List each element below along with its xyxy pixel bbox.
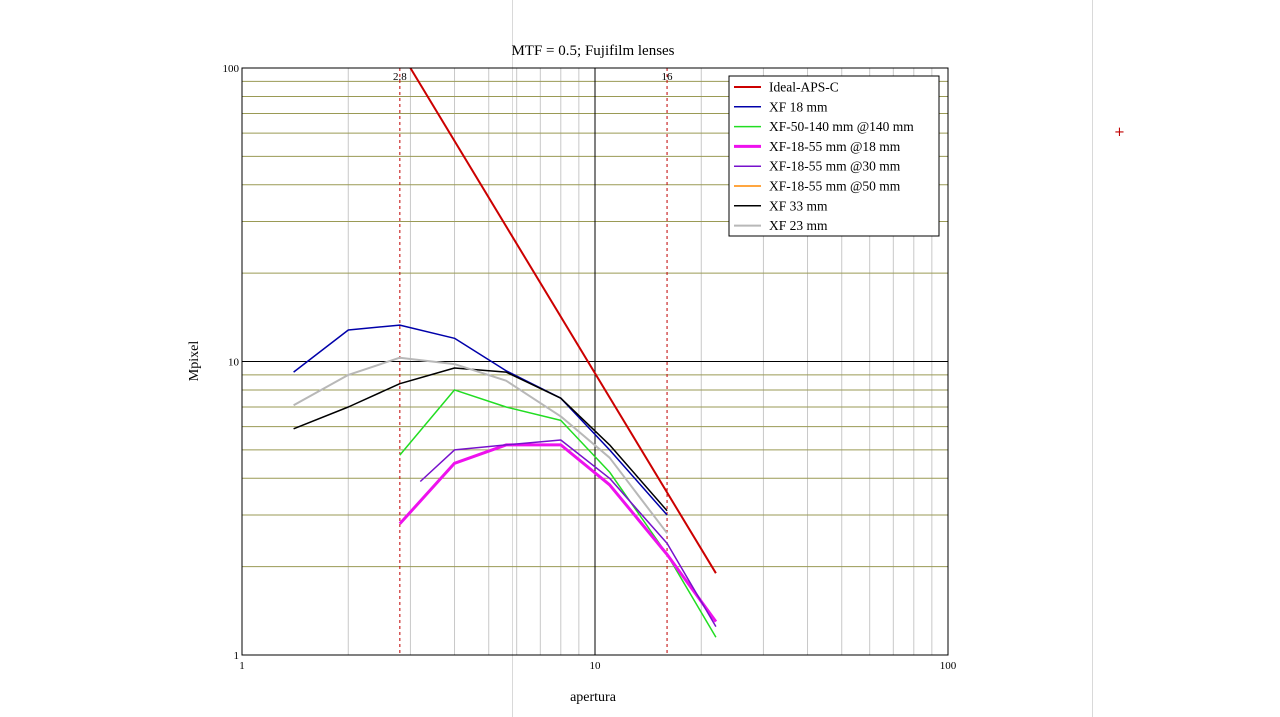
- series-line: [293, 367, 668, 512]
- series-line: [419, 439, 717, 627]
- cursor-crosshair-icon: +: [1114, 125, 1125, 140]
- reference-lines: 2.8 16: [393, 68, 673, 655]
- legend-label: XF 23 mm: [769, 218, 828, 233]
- legend-label: XF-18-55 mm @18 mm: [769, 139, 901, 154]
- window-divider-left: [512, 0, 513, 717]
- x-tick-label: 1: [239, 660, 245, 672]
- legend-box: [728, 75, 940, 237]
- y-tick-label: 100: [223, 63, 240, 75]
- legend-label: XF 18 mm: [769, 99, 828, 114]
- legend-label: XF-18-55 mm @30 mm: [769, 159, 901, 174]
- window-divider-right: [1092, 0, 1093, 717]
- legend-label: XF 33 mm: [769, 198, 828, 213]
- y-tick-label: 10: [228, 357, 240, 369]
- x-tick-label: 10: [590, 660, 602, 672]
- plot-frame: [241, 67, 949, 656]
- y-tick-label: 1: [234, 650, 240, 662]
- series-line: [293, 356, 668, 534]
- series-line: [398, 443, 718, 623]
- legend-label: XF-18-55 mm @50 mm: [769, 179, 901, 194]
- reference-line-label: 2.8: [393, 71, 407, 83]
- tick-labels: 1 10 100 1 10 100: [223, 63, 957, 672]
- legend: Ideal-APS-C XF 18 mm XF-50-140 mm @140 mm X…: [728, 75, 940, 237]
- series-line: [293, 324, 668, 516]
- y-axis-label: Mpixel: [187, 341, 202, 382]
- chart-title: MTF = 0.5; Fujifilm lenses: [511, 43, 674, 59]
- series-layer: [293, 67, 718, 638]
- series-line: [409, 67, 717, 574]
- x-axis-label: apertura: [570, 690, 617, 705]
- reference-line-label: 16: [662, 71, 674, 83]
- x-tick-label: 100: [940, 660, 957, 672]
- legend-label: Ideal-APS-C: [769, 80, 839, 95]
- legend-label: XF-50-140 mm @140 mm: [769, 119, 914, 134]
